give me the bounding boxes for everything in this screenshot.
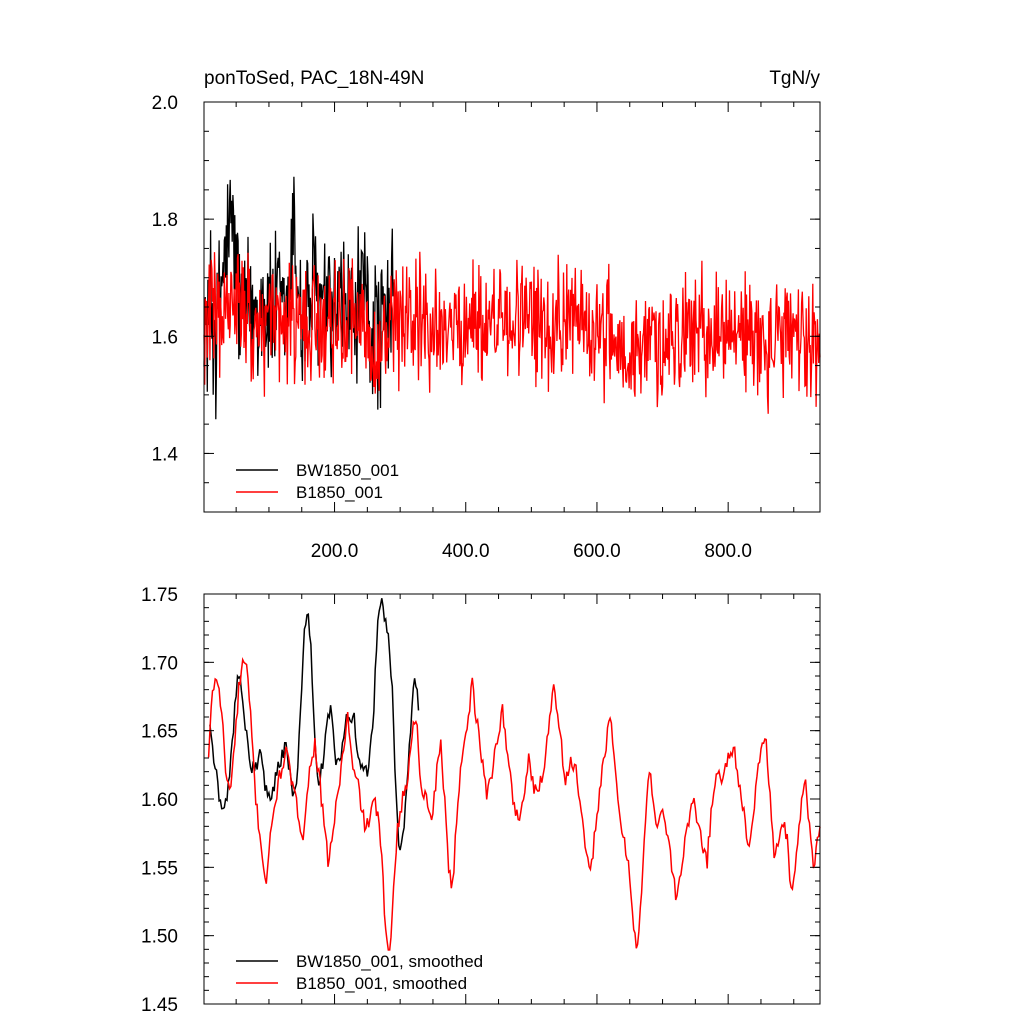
x-tick-label: 400.0	[442, 541, 490, 562]
y-tick-label: 1.8	[152, 210, 178, 231]
bottom-panel: 1.45 1.50 1.55 1.60 1.65 1.70 1.75 BW1850_001,…	[141, 585, 821, 1016]
x-tick-label: 600.0	[573, 541, 621, 562]
x-tick-label: 800.0	[704, 541, 752, 562]
smoothed-line-b1850	[207, 656, 821, 951]
legend-label: BW1850_001, smoothed	[296, 952, 483, 971]
y-tick-label: 1.60	[141, 790, 178, 811]
top-axes: 1.4 1.6 1.8 2.0 200.0 400.0 600.0 800.0	[152, 93, 821, 562]
legend-label: B1850_001, smoothed	[296, 974, 467, 993]
top-series-group	[203, 176, 821, 420]
smoothed-line-bw1850	[209, 598, 420, 851]
y-tick-label: 1.55	[141, 858, 178, 879]
y-tick-label: 1.6	[152, 327, 178, 348]
y-tick-label: 2.0	[152, 93, 178, 114]
bottom-legend: BW1850_001, smoothed B1850_001, smoothed	[236, 952, 483, 993]
y-tick-label: 1.75	[141, 585, 178, 606]
series-line-b1850	[203, 251, 821, 414]
y-tick-label: 1.65	[141, 722, 178, 743]
y-tick-label: 1.45	[141, 995, 178, 1016]
top-legend: BW1850_001 B1850_001	[236, 461, 399, 502]
legend-label: BW1850_001	[296, 461, 399, 480]
y-tick-label: 1.70	[141, 653, 178, 674]
top-panel: ponToSed, PAC_18N-49N TgN/y 1.4 1.6 1.8 2.0…	[152, 68, 821, 562]
units-label: TgN/y	[769, 68, 820, 89]
y-tick-label: 1.50	[141, 927, 178, 948]
y-tick-label: 1.4	[152, 444, 179, 465]
x-tick-label: 200.0	[311, 541, 359, 562]
bottom-series-group	[207, 598, 821, 951]
legend-label: B1850_001	[296, 483, 383, 502]
chart-title: ponToSed, PAC_18N-49N	[204, 68, 424, 89]
bottom-axes: 1.45 1.50 1.55 1.60 1.65 1.70 1.75	[141, 585, 821, 1016]
